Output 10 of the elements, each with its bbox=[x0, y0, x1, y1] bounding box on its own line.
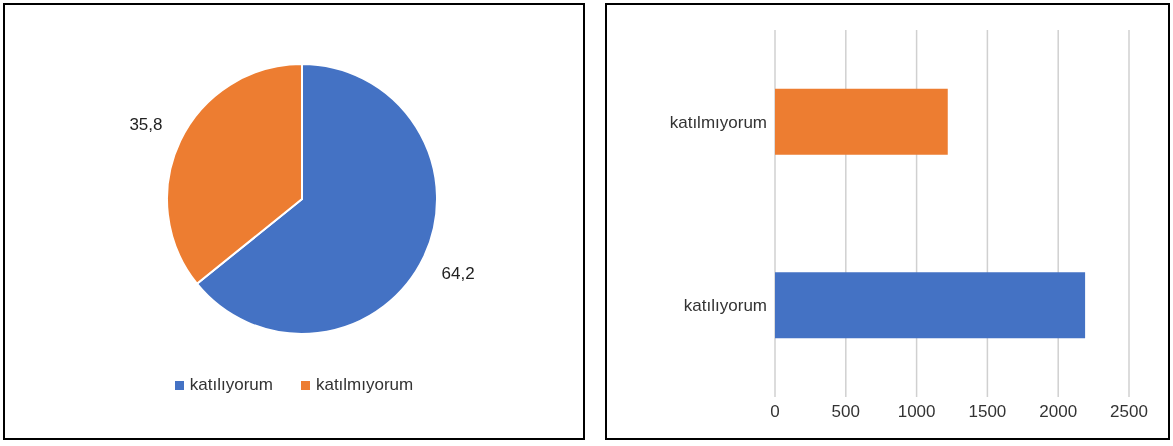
x-tick-label: 1000 bbox=[897, 402, 936, 422]
legend-label: katılıyorum bbox=[189, 375, 273, 395]
x-tick-label: 500 bbox=[831, 402, 860, 422]
x-tick-label: 2000 bbox=[1039, 402, 1078, 422]
x-tick-label: 2500 bbox=[1110, 402, 1148, 422]
data-label: 35,8 bbox=[129, 114, 163, 134]
x-tick-label: 1500 bbox=[968, 402, 1007, 422]
data-label: 64,2 bbox=[441, 264, 475, 284]
legend-label: katılmıyorum bbox=[315, 375, 414, 395]
x-tick-label: 0 bbox=[770, 402, 780, 422]
